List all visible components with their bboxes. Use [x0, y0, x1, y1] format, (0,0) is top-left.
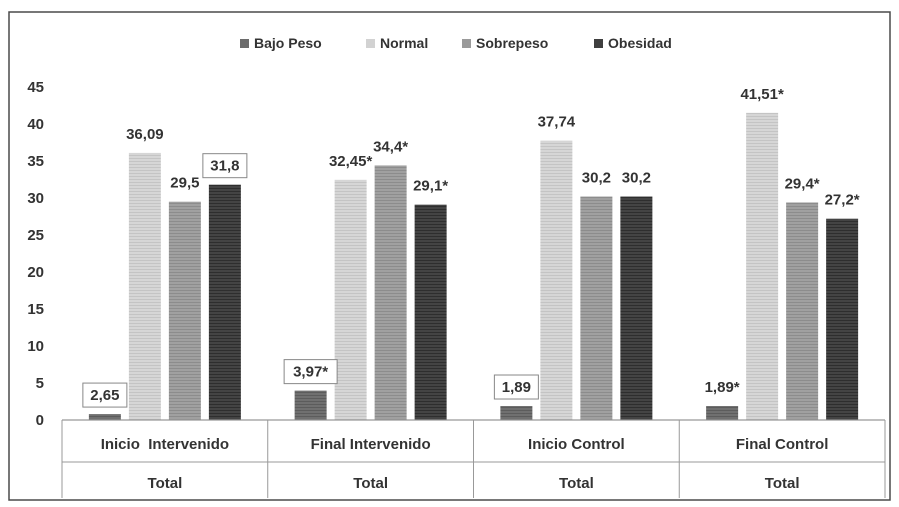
y-tick-label: 30: [27, 190, 44, 207]
data-label: 29,1*: [413, 178, 448, 195]
y-tick-label: 25: [27, 227, 44, 244]
group-label: Total: [353, 475, 388, 492]
data-label: 2,65: [90, 387, 119, 404]
bar: [580, 196, 613, 420]
legend-label-2: Normal: [380, 35, 428, 51]
bar: [208, 184, 241, 420]
data-label: 41,51*: [740, 86, 784, 103]
bar: [500, 406, 533, 420]
category-label: Inicio Intervenido: [101, 436, 229, 453]
legend-swatch-2: [366, 39, 375, 48]
data-label: 31,8: [210, 158, 239, 175]
data-label-box: [493, 374, 539, 400]
legend-label-3: Sobrepeso: [476, 35, 548, 51]
y-tick-label: 35: [27, 153, 44, 170]
bar: [168, 201, 201, 420]
data-label: 1,89*: [705, 379, 740, 396]
y-tick-label: 20: [27, 264, 44, 281]
legend-label-4: Obesidad: [608, 35, 672, 51]
data-label: 3,97*: [293, 364, 328, 381]
data-label-box: [283, 359, 338, 385]
bar: [746, 112, 779, 421]
legend-swatch-3: [462, 39, 471, 48]
category-label: Final Control: [736, 436, 829, 453]
data-label: 29,5: [170, 175, 199, 192]
legend-swatch-1: [240, 39, 249, 48]
y-tick-label: 5: [36, 375, 44, 392]
bars: [88, 112, 859, 421]
bar: [540, 140, 573, 420]
bar: [294, 390, 327, 420]
legend: Bajo Peso Normal Sobrepeso Obesidad: [240, 35, 672, 51]
bar: [786, 202, 819, 420]
data-label: 30,2: [622, 170, 651, 187]
bar: [620, 196, 653, 420]
bar: [706, 406, 739, 420]
data-label: 36,09: [126, 126, 164, 143]
data-label-box: [202, 153, 248, 179]
group-label: Total: [559, 475, 594, 492]
bar: [88, 414, 121, 420]
category-label: Inicio Control: [528, 436, 625, 453]
data-label: 30,2: [582, 170, 611, 187]
data-labels: 2,65 36,09 29,5 31,8 3,97* 32,45*34,4* 29,1* 1,…: [82, 86, 860, 408]
group-label: Total: [765, 475, 800, 492]
x-axis: Inicio Intervenido Total Final Intervenido…: [61, 419, 886, 498]
data-label: 29,4*: [785, 175, 820, 192]
data-label: 27,2*: [825, 192, 860, 209]
y-axis: 0 5 10 15 20 25 30 35 40 45: [27, 79, 44, 429]
bar: [414, 204, 447, 420]
group-label: Total: [148, 475, 183, 492]
y-tick-label: 45: [27, 79, 44, 96]
y-tick-label: 10: [27, 338, 44, 355]
bar: [334, 179, 367, 420]
y-tick-label: 15: [27, 301, 44, 318]
bar: [128, 152, 161, 420]
y-tick-label: 0: [36, 412, 44, 429]
legend-label-1: Bajo Peso: [254, 35, 322, 51]
bar: [374, 165, 407, 420]
data-label-box: [82, 382, 128, 408]
data-label: 34,4*: [373, 138, 408, 155]
y-tick-label: 40: [27, 116, 44, 133]
legend-swatch-4: [594, 39, 603, 48]
data-label: 1,89: [502, 379, 531, 396]
data-label: 32,45*: [329, 153, 373, 170]
bar: [826, 218, 859, 420]
data-label: 37,74: [538, 114, 576, 131]
category-label: Final Intervenido: [311, 436, 431, 453]
